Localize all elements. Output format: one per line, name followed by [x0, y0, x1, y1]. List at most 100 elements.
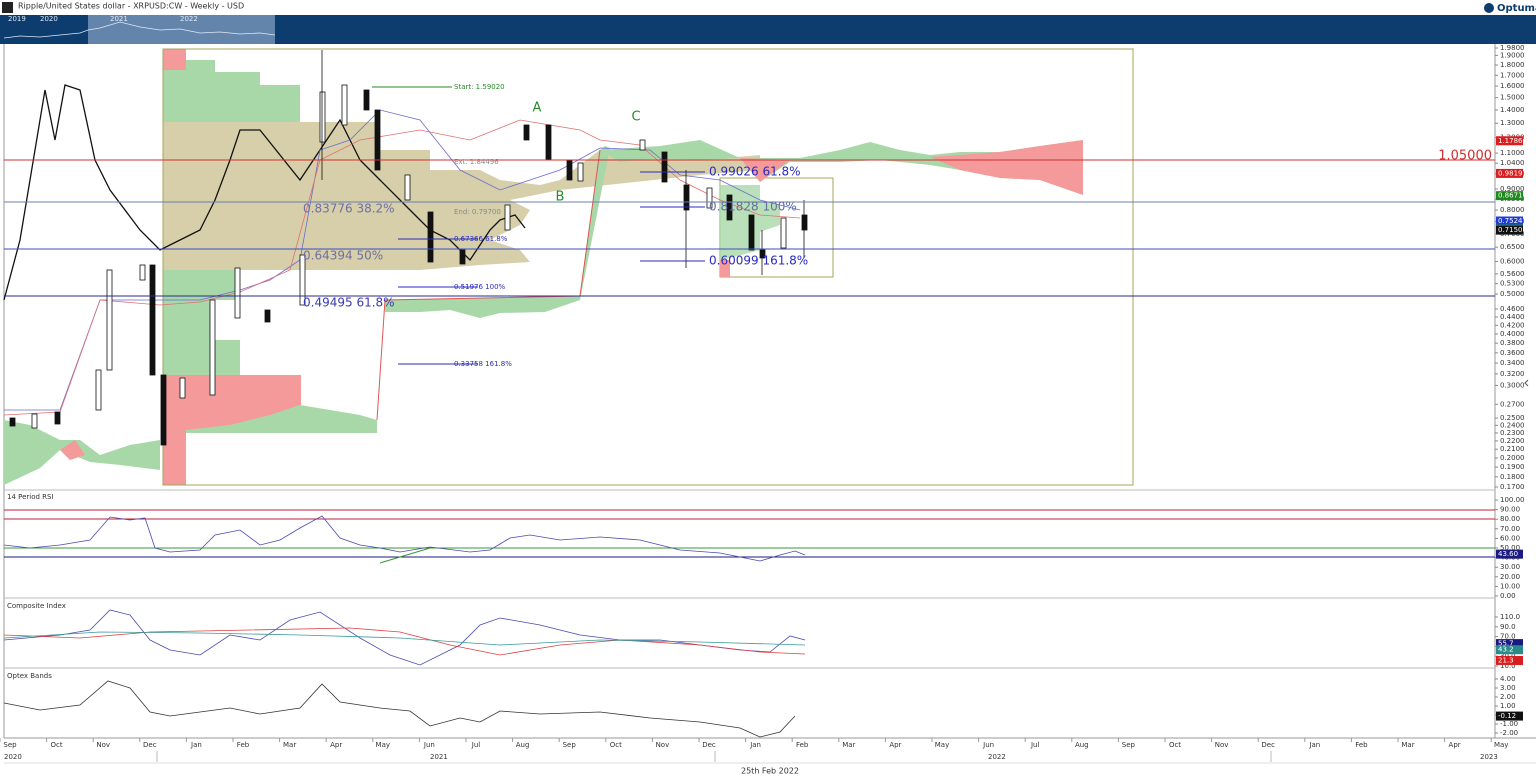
price-tick-label: 0.3000	[1500, 381, 1525, 389]
wave-label: A	[533, 101, 542, 116]
month-label: Jan	[190, 741, 202, 749]
candle	[566, 159, 573, 181]
month-label: Mar	[1401, 741, 1414, 749]
composite-line	[3, 609, 806, 666]
month-label: Nov	[1215, 741, 1229, 749]
price-marker	[1496, 168, 1523, 178]
price-marker-label: 0.9819	[1498, 169, 1523, 177]
profile-frame	[162, 48, 1134, 486]
month-label: Apr	[1449, 741, 1461, 749]
profile-zone	[163, 60, 300, 122]
window-title: Ripple/United States dollar - XRPUSD:CW …	[18, 2, 244, 11]
collapse-handle[interactable]	[1524, 379, 1529, 387]
indicator-tick-label: 3.00	[1500, 684, 1516, 692]
month-label: Mar	[283, 741, 296, 749]
candle	[319, 91, 326, 143]
indicator-tick-label: 0.00	[1500, 592, 1516, 600]
cloud	[60, 440, 85, 460]
wave-label: B	[556, 190, 565, 205]
indicator-tick-label: 10.0	[1500, 662, 1516, 670]
month-label: Oct	[1169, 741, 1181, 749]
candle	[523, 124, 530, 141]
price-tick-label: 0.1800	[1500, 473, 1525, 481]
candle	[545, 124, 552, 161]
indicator-tick-label: 1.00	[1500, 702, 1516, 710]
price-tick-label: 0.2100	[1500, 445, 1525, 453]
candles	[9, 50, 808, 446]
candle	[264, 309, 271, 323]
price-tick-label: 0.4600	[1500, 305, 1525, 313]
price-tick-label: 0.2400	[1500, 421, 1525, 429]
price-tick-label: 1.9800	[1500, 44, 1525, 52]
candle	[726, 194, 733, 221]
month-label: May	[1494, 741, 1508, 749]
retracement-label: 0.49495 61.8%	[303, 296, 395, 310]
logo: Optuma	[1497, 3, 1536, 14]
month-label: Mar	[842, 741, 855, 749]
candle	[780, 217, 787, 249]
indicator-tick-label: 2.00	[1500, 693, 1516, 701]
price-tick-label: 0.4200	[1500, 321, 1525, 329]
navigator-year: 2021	[110, 15, 128, 23]
candle	[706, 187, 713, 209]
cloud	[930, 140, 1083, 195]
candle	[9, 417, 16, 427]
price-marker	[1496, 655, 1523, 665]
price-tick-label: 1.6000	[1500, 82, 1525, 90]
navigator-line	[3, 21, 276, 39]
candle	[299, 254, 306, 306]
indicator-tick-label: 70.00	[1500, 525, 1520, 533]
month-label: Oct	[610, 741, 622, 749]
month-label: Jan	[749, 741, 761, 749]
indicator-tick-label: 4.00	[1500, 675, 1516, 683]
candle	[801, 214, 808, 231]
month-label: Feb	[237, 741, 250, 749]
price-tick-label: 0.1900	[1500, 463, 1525, 471]
fib-ext: Ext. 1.84496	[454, 158, 499, 166]
composite-ma	[3, 631, 806, 646]
price-marker	[1496, 225, 1523, 235]
candle	[459, 249, 466, 265]
price-tick-label: 0.5000	[1500, 290, 1525, 298]
span-line	[376, 149, 601, 421]
cloud	[186, 405, 377, 433]
projection-label: 0.81828 100%	[709, 200, 797, 214]
price-marker-label: 43.2	[1498, 646, 1514, 654]
profile-zone	[163, 122, 760, 270]
price-tick-label: 1.4000	[1500, 106, 1525, 114]
price-tick-label: 1.3000	[1500, 119, 1525, 127]
price-tick-label: 0.1700	[1500, 483, 1525, 491]
price-marker	[1496, 216, 1523, 226]
candle	[577, 162, 584, 182]
logo-icon	[1484, 3, 1494, 13]
price-marker	[1496, 191, 1523, 201]
indicator-tick-label: 60.00	[1500, 534, 1520, 542]
year-label: 2020	[4, 753, 22, 761]
trend-line	[379, 547, 431, 564]
price-tick-label: 0.3400	[1500, 359, 1525, 367]
navigator-year: 2022	[180, 15, 198, 23]
month-label: Apr	[330, 741, 342, 749]
cloud	[385, 146, 610, 318]
candle	[639, 139, 646, 151]
candle	[234, 267, 241, 319]
composite-ma	[3, 627, 806, 656]
projection-label: 0.99026 61.8%	[709, 165, 801, 179]
month-label: Nov	[96, 741, 110, 749]
indicator-tick-label: 80.00	[1500, 515, 1520, 523]
year-label: 2022	[988, 753, 1006, 761]
price-marker-label: -0.12	[1498, 712, 1516, 720]
navigator-years: 2019 2020 2021 2022	[8, 15, 198, 23]
candle	[149, 264, 156, 376]
month-label: Jul	[471, 741, 481, 749]
price-tick-label: 0.2200	[1500, 437, 1525, 445]
price-tick-label: 1.8000	[1500, 61, 1525, 69]
month-label: May	[376, 741, 390, 749]
lagging-line	[3, 84, 526, 301]
month-label: Jun	[423, 741, 435, 749]
month-label: Nov	[656, 741, 670, 749]
indicator-tick-label: 70.0	[1500, 633, 1516, 641]
indicator-tick-label: 30.00	[1500, 563, 1520, 571]
